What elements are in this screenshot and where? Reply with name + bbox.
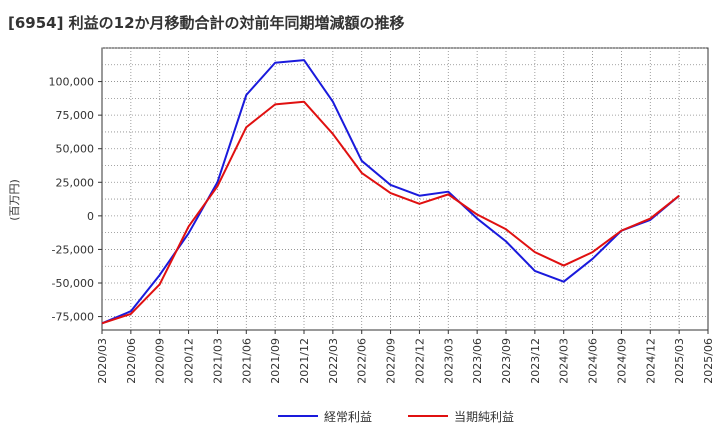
x-tick-label: 2024/09	[615, 338, 628, 384]
y-tick-labels: -75,000 -50,000 -25,000 0 25,000 50,000 75,000…	[49, 76, 102, 324]
y-tick-label: 50,000	[56, 143, 95, 156]
grid-lines	[102, 47, 708, 330]
x-tick-label: 2024/06	[587, 338, 600, 384]
x-tick-label: 2022/03	[327, 338, 340, 384]
x-tick-label: 2023/09	[500, 338, 513, 384]
x-tick-label: 2023/12	[529, 338, 542, 384]
x-tick-label: 2025/06	[702, 338, 715, 384]
series-line-1	[101, 59, 680, 325]
x-tick-label: 2022/12	[413, 338, 426, 384]
x-tick-label: 2021/12	[298, 338, 311, 384]
plot-area	[101, 47, 709, 331]
y-tick-label: 25,000	[56, 176, 95, 189]
y-tick-label: 75,000	[56, 109, 95, 122]
y-tick-label: -25,000	[52, 243, 94, 256]
x-tick-labels: 2020/03 2020/06 2020/09 2020/12 2021/03 2021/…	[96, 330, 715, 384]
x-tick-label: 2024/03	[558, 338, 571, 384]
y-axis-label: (百万円)	[8, 179, 21, 221]
x-tick-label: 2020/12	[183, 338, 196, 384]
x-tick-label: 2023/03	[442, 338, 455, 384]
x-tick-label: 2021/06	[240, 338, 253, 384]
x-tick-label: 2021/09	[269, 338, 282, 384]
y-tick-label: 100,000	[49, 76, 95, 89]
y-tick-label: -75,000	[52, 311, 94, 324]
y-tick-label: -50,000	[52, 277, 94, 290]
series-lines	[101, 59, 680, 325]
x-tick-label: 2022/06	[356, 338, 369, 384]
series-line-2	[101, 100, 680, 325]
x-tick-label: 2020/03	[96, 338, 109, 384]
chart-title: [6954] 利益の12か月移動合計の対前年同期増減額の推移	[8, 14, 405, 32]
legend-label-1: 経常利益	[324, 410, 372, 424]
x-tick-label: 2020/06	[125, 338, 138, 384]
x-tick-label: 2022/09	[385, 338, 398, 384]
legend: 経常利益 当期純利益	[278, 410, 514, 424]
y-tick-label: 0	[87, 210, 94, 223]
x-tick-label: 2023/06	[471, 338, 484, 384]
legend-label-2: 当期純利益	[454, 410, 514, 424]
x-tick-label: 2020/09	[154, 338, 167, 384]
x-tick-label: 2025/03	[673, 338, 686, 384]
x-tick-label: 2021/03	[211, 338, 224, 384]
x-tick-label: 2024/12	[644, 338, 657, 384]
